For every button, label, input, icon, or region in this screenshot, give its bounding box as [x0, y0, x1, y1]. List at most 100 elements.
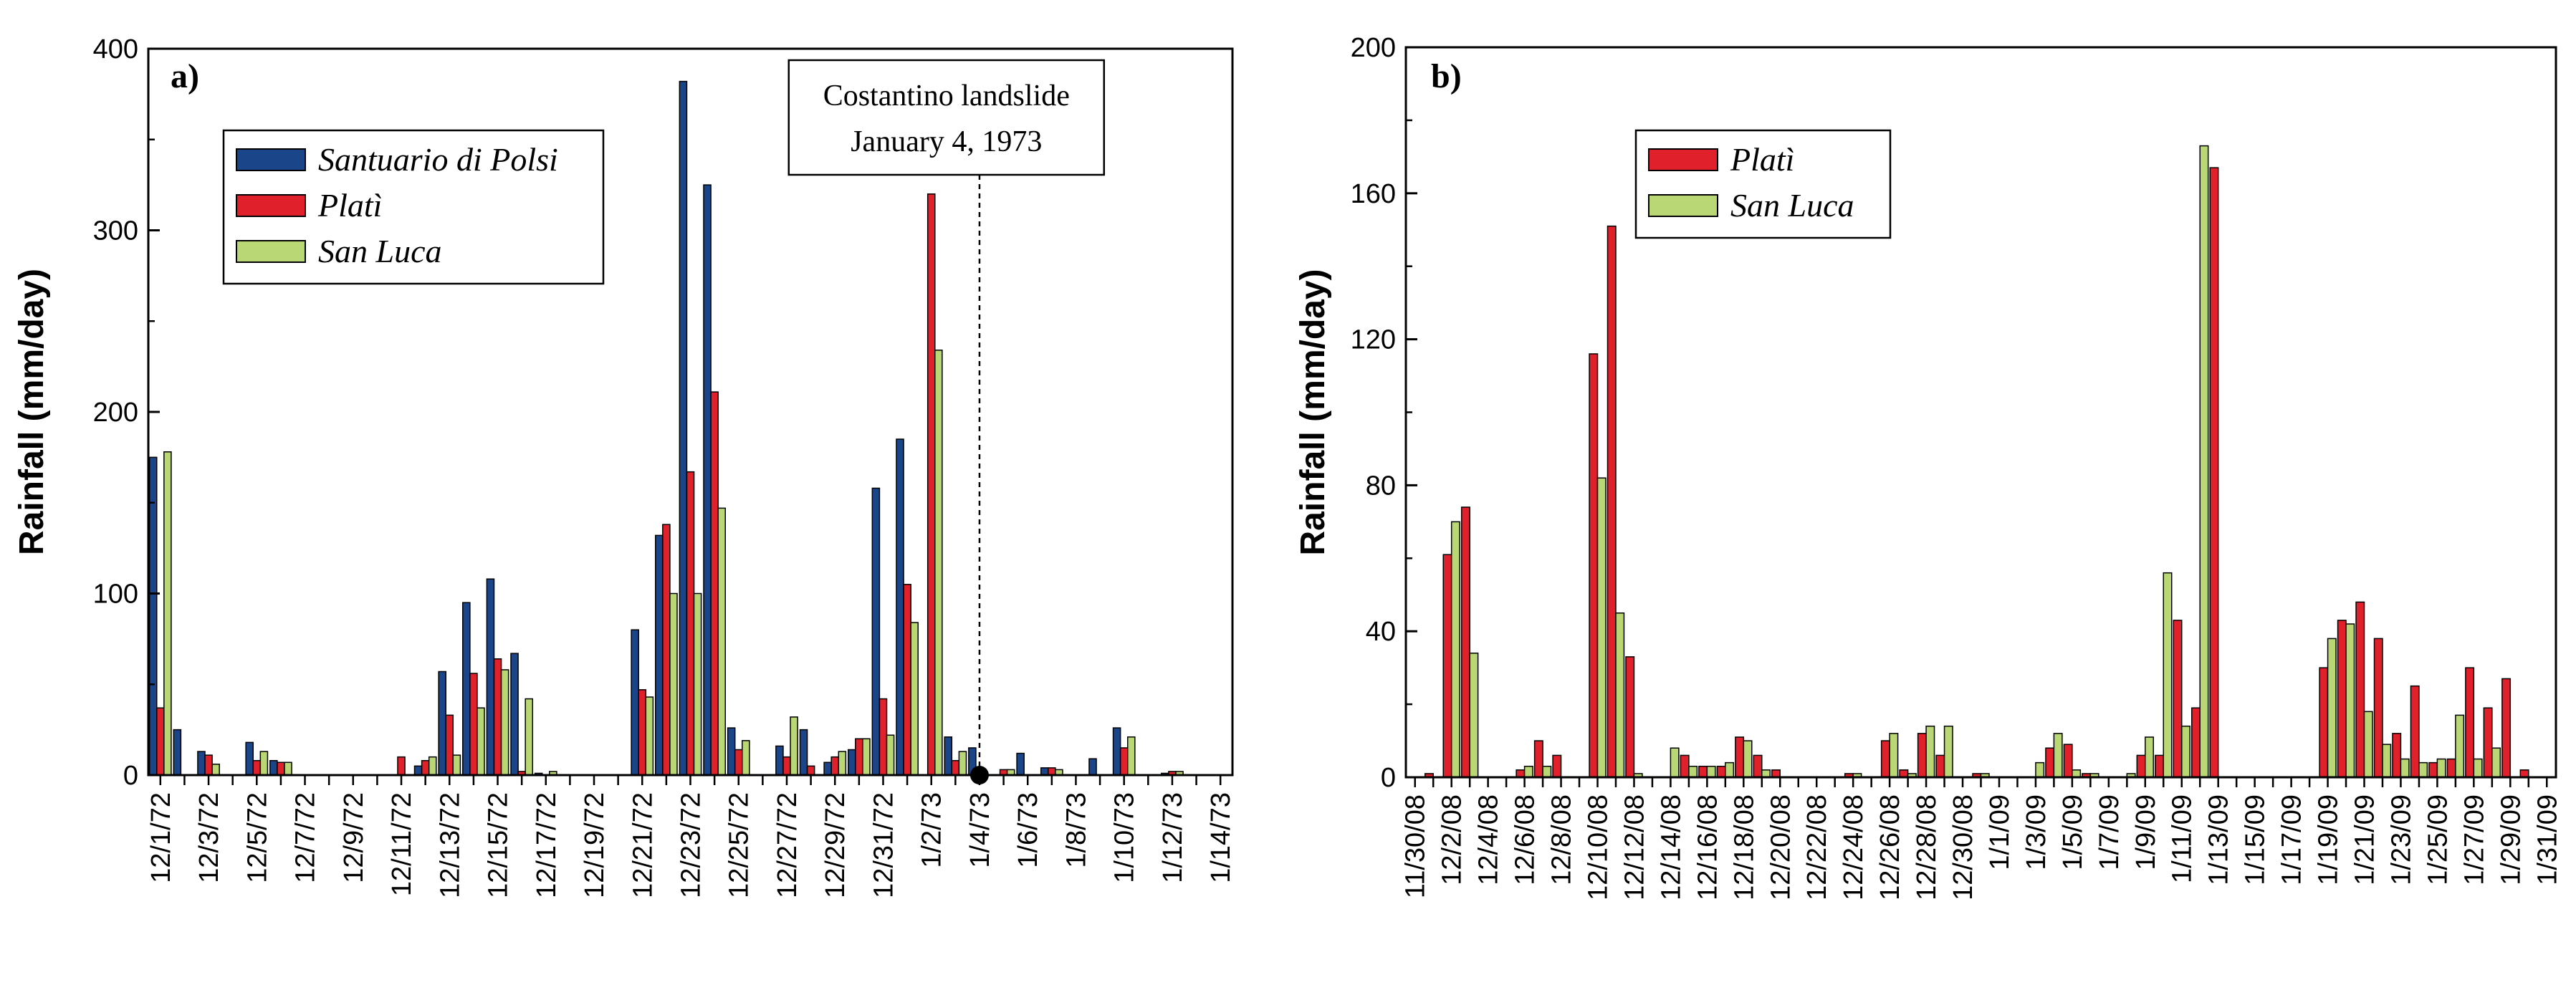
panel-b-bar-plat-12-29-08 [1935, 754, 1945, 778]
panel-b-bar-plat-12-2-08 [1442, 554, 1452, 778]
panel-a-x-tick-label-12-11-72: 12/11/72 [387, 792, 417, 896]
panel-a-bar-san-luca-12-27-72 [790, 716, 798, 776]
panel-a-bar-santuario-di-polsi-12-28-72 [799, 729, 808, 776]
panel-b-bar-san-luca-1-24-09 [2418, 761, 2428, 778]
panel-a-bar-plat-1-7-73 [1048, 767, 1056, 776]
panel-a-bar-san-luca-12-12-72 [428, 756, 437, 776]
panel-b-bar-san-luca-12-18-08 [1743, 740, 1753, 778]
panel-b-bar-plat-12-28-08 [1917, 733, 1927, 778]
panel-a-bar-santuario-di-polsi-12-14-72 [462, 602, 471, 776]
panel-a-bar-santuario-di-polsi-12-23-72 [679, 80, 688, 776]
panel-a-bar-san-luca-1-3-73 [958, 751, 967, 776]
panel-a-x-tick-label-12-17-72: 12/17/72 [532, 792, 562, 898]
panel-b-x-tick-label-1-29-09: 1/29/09 [2496, 794, 2526, 885]
panel-a-bar-santuario-di-polsi-12-31-72 [871, 487, 881, 776]
panel-a-bar-santuario-di-polsi-12-25-72 [727, 727, 736, 776]
panel-b-bar-plat-12-18-08 [1735, 736, 1745, 778]
panel-b-y-tick-label-200: 200 [1351, 33, 1396, 63]
panel-b-x-tick-label-1-7-09: 1/7/09 [2094, 794, 2125, 870]
panel-a-bar-santuario-di-polsi-12-2-72 [173, 729, 182, 776]
panel-b-bar-plat-1-23-09 [2392, 733, 2402, 778]
panel-b-x-tick-label-12-22-08: 12/22/08 [1802, 794, 1832, 900]
panel-b-y-ticks: 0 40 80 120 160 200 [1351, 33, 1417, 793]
panel-b-x-tick-label-12-20-08: 12/20/08 [1766, 794, 1796, 900]
panel-b-bar-san-luca-12-15-08 [1688, 765, 1698, 778]
panel-a-bar-plat-12-13-72 [445, 714, 454, 776]
panel-b-bar-san-luca-1-4-09 [2053, 733, 2063, 778]
panel-b-bar-san-luca-12-3-08 [1469, 653, 1479, 778]
panel-a-bar-plat-12-28-72 [806, 765, 815, 776]
panel-a-bar-santuario-di-polsi-12-29-72 [823, 761, 832, 776]
panel-b-x-tick-label-1-25-09: 1/25/09 [2423, 794, 2453, 885]
panel-a-bar-san-luca-12-31-72 [886, 734, 895, 776]
panel-b-x-tick-label-12-10-08: 12/10/08 [1584, 794, 1614, 900]
panel-a-bar-san-luca-12-13-72 [452, 754, 461, 776]
panel-a-x-tick-label-12-1-72: 12/1/72 [146, 792, 176, 883]
panel-b-bar-plat-12-3-08 [1460, 506, 1470, 778]
panel-b-bar-plat-1-11-09 [2173, 620, 2183, 778]
panel-b-bar-plat-12-11-08 [1607, 225, 1617, 778]
panel-a-bar-plat-12-27-72 [782, 756, 791, 776]
panel-a-annotation-box [787, 59, 1106, 176]
panel-b-bar-plat-12-16-08 [1698, 765, 1708, 778]
panel-b-y-axis-label: Rainfall (mm/day) [1294, 269, 1332, 555]
panel-b-bar-plat-1-21-09 [2355, 601, 2365, 778]
panel-b-x-tick-label-12-26-08: 12/26/08 [1875, 794, 1905, 900]
panel-a-bar-san-luca-12-29-72 [838, 751, 847, 776]
panel-a-y-axis-label: Rainfall (mm/day) [13, 269, 51, 555]
panel-a-bar-san-luca-12-30-72 [862, 738, 871, 776]
panel-b-bar-plat-1-27-09 [2465, 667, 2475, 778]
panel-a-bar-san-luca-12-25-72 [742, 740, 750, 776]
panel-b-bar-san-luca-12-29-08 [1943, 725, 1953, 778]
panel-b-x-tick-label-11-30-08: 11/30/08 [1401, 794, 1431, 898]
panel-a-x-tick-label-12-25-72: 12/25/72 [724, 792, 755, 898]
panel-b-bar-san-luca-12-14-08 [1670, 747, 1680, 778]
panel-a-x-tick-label-1-12-73: 1/12/73 [1158, 792, 1188, 883]
panel-a-bar-san-luca-12-16-72 [525, 698, 534, 776]
panel-b-x-tick-label-12-24-08: 12/24/08 [1839, 794, 1869, 900]
panel-a-bar-santuario-di-polsi-12-30-72 [847, 749, 856, 776]
panel-b-bar-plat-12-26-08 [1880, 740, 1890, 778]
panel-b-bar-plat-1-25-09 [2428, 761, 2438, 778]
panel-b-bar-plat-1-20-09 [2337, 620, 2347, 778]
panel-b-legend: Platì San Luca [1634, 129, 1892, 239]
panel-b-x-tick-label-1-27-09: 1/27/09 [2459, 794, 2489, 885]
panel-a-bar-plat-12-14-72 [469, 673, 478, 776]
chart-panel-a: Costantino landslide January 4, 1973 0 100 2… [13, 34, 1236, 898]
panel-a-x-tick-label-12-19-72: 12/19/72 [580, 792, 610, 898]
panel-a-bar-santuario-di-polsi-12-15-72 [486, 578, 495, 776]
panel-b-bar-plat-1-28-09 [2483, 707, 2493, 778]
panel-a-bar-san-luca-1-2-73 [934, 350, 943, 776]
panel-a-legend-label-san-luca: San Luca [318, 233, 442, 269]
panel-b-bar-san-luca-1-5-09 [2072, 769, 2082, 778]
panel-a-y-tick-label-400: 400 [93, 34, 138, 64]
panel-b-x-tick-label-1-1-09: 1/1/09 [1985, 794, 2015, 870]
panel-a-bar-plat-12-29-72 [830, 756, 840, 776]
panel-b-bar-plat-12-7-08 [1533, 740, 1543, 778]
panel-a-bar-santuario-di-polsi-12-13-72 [438, 671, 446, 776]
panel-a-y-tick-label-200: 200 [93, 398, 138, 428]
panel-b-bar-san-luca-12-28-08 [1925, 725, 1935, 778]
panel-b-legend-swatch-san-luca [1648, 194, 1718, 217]
panel-a-bar-santuario-di-polsi-1-10-73 [1112, 727, 1121, 776]
panel-b-label: b) [1431, 57, 1462, 95]
panel-b-bar-plat-1-24-09 [2410, 685, 2420, 778]
panel-b-x-tick-label-12-16-08: 12/16/08 [1692, 794, 1723, 900]
panel-b-x-tick-label-12-14-08: 12/14/08 [1656, 794, 1686, 900]
panel-b-bar-plat-12-20-08 [1771, 769, 1781, 778]
panel-b-bar-plat-1-29-09 [2501, 678, 2512, 778]
panel-b-bar-san-luca-12-10-08 [1596, 477, 1607, 778]
panel-b-bar-san-luca-12-7-08 [1542, 765, 1552, 778]
panel-a-bar-san-luca-12-22-72 [669, 592, 678, 776]
panel-b-bar-plat-1-9-09 [2136, 754, 2146, 778]
panel-b-x-tick-label-1-15-09: 1/15/09 [2241, 794, 2271, 885]
panel-b-bar-san-luca-12-2-08 [1450, 521, 1460, 778]
panel-a-bar-plat-12-11-72 [397, 756, 406, 776]
panel-a-legend-swatch-san-luca [236, 240, 306, 263]
panel-a-bar-san-luca-12-23-72 [693, 592, 702, 776]
panel-a-bar-santuario-di-polsi-12-12-72 [413, 765, 423, 776]
panel-b-y-tick-label-40: 40 [1366, 617, 1396, 647]
panel-b-bar-san-luca-12-11-08 [1615, 612, 1625, 778]
panel-a-y-ticks: 0 100 200 300 400 [93, 34, 160, 791]
